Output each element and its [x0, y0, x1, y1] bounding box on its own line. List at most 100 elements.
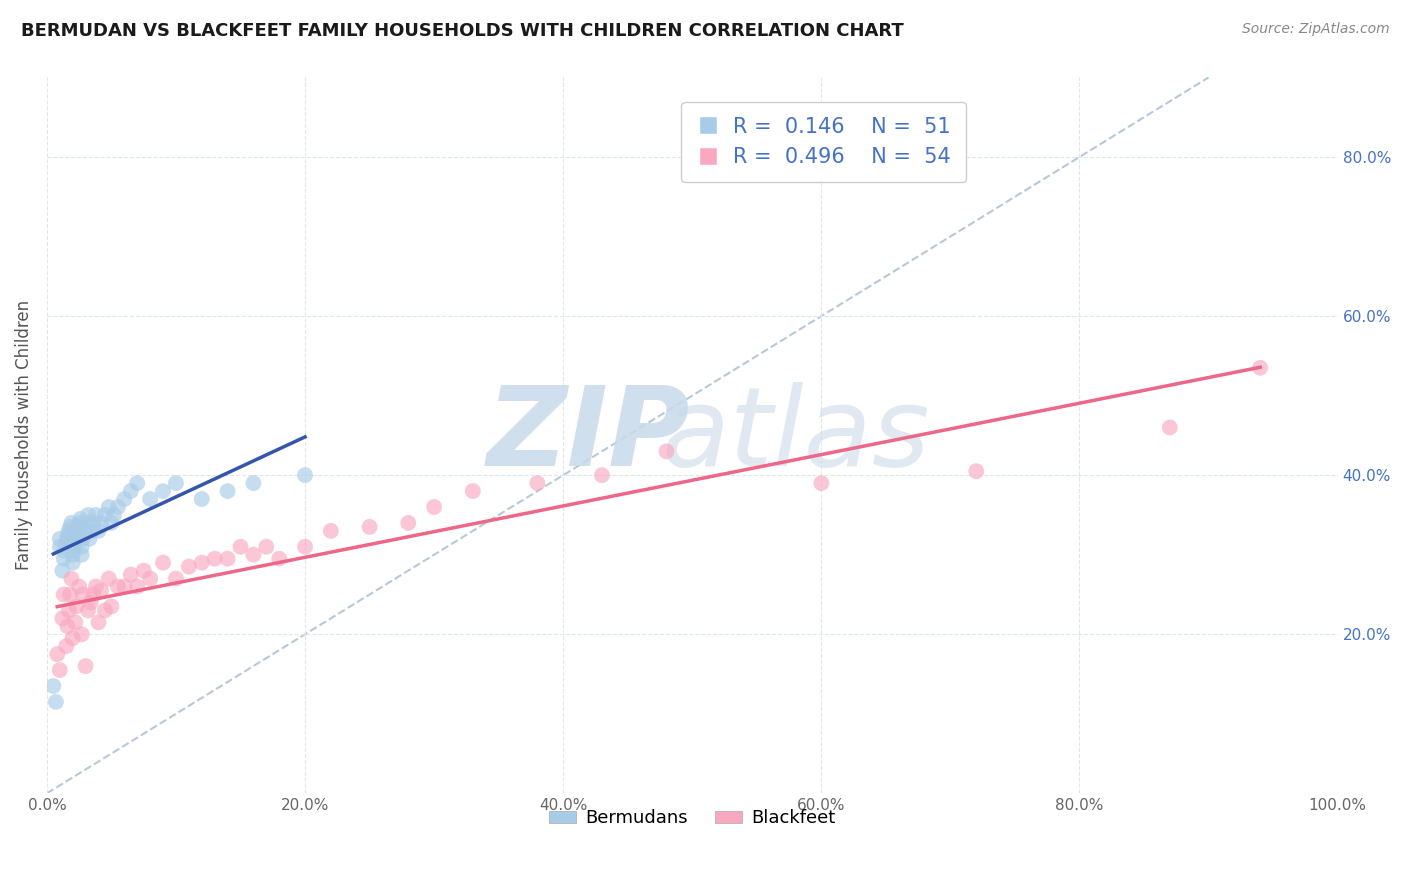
- Text: Source: ZipAtlas.com: Source: ZipAtlas.com: [1241, 22, 1389, 37]
- Point: [269, 551, 291, 566]
- Point: [294, 468, 316, 483]
- Point: [139, 572, 162, 586]
- Point: [90, 583, 112, 598]
- Point: [62, 632, 84, 646]
- Point: [810, 476, 832, 491]
- Point: [112, 580, 135, 594]
- Point: [423, 500, 446, 514]
- Point: [67, 516, 90, 530]
- Point: [63, 543, 86, 558]
- Point: [45, 695, 67, 709]
- Point: [526, 476, 548, 491]
- Point: [59, 587, 82, 601]
- Point: [965, 464, 987, 478]
- Point: [80, 524, 103, 538]
- Text: atlas: atlas: [661, 382, 929, 489]
- Point: [591, 468, 613, 483]
- Point: [58, 603, 80, 617]
- Point: [72, 532, 94, 546]
- Point: [254, 540, 277, 554]
- Point: [84, 580, 107, 594]
- Point: [100, 599, 122, 614]
- Point: [87, 615, 110, 630]
- Point: [242, 476, 264, 491]
- Point: [56, 619, 79, 633]
- Point: [242, 548, 264, 562]
- Point: [67, 580, 90, 594]
- Point: [120, 567, 142, 582]
- Point: [461, 484, 484, 499]
- Point: [94, 603, 117, 617]
- Point: [396, 516, 419, 530]
- Point: [65, 615, 87, 630]
- Point: [75, 659, 97, 673]
- Point: [217, 551, 239, 566]
- Point: [46, 647, 69, 661]
- Point: [165, 476, 187, 491]
- Point: [62, 548, 84, 562]
- Point: [65, 524, 87, 538]
- Point: [217, 484, 239, 499]
- Point: [80, 595, 103, 609]
- Point: [49, 663, 72, 677]
- Point: [65, 532, 87, 546]
- Point: [97, 572, 120, 586]
- Point: [58, 524, 80, 538]
- Point: [70, 627, 93, 641]
- Point: [66, 520, 89, 534]
- Point: [51, 611, 73, 625]
- Point: [359, 520, 381, 534]
- Point: [65, 528, 87, 542]
- Point: [97, 500, 120, 514]
- Point: [165, 572, 187, 586]
- Point: [59, 520, 82, 534]
- Point: [229, 540, 252, 554]
- Point: [42, 679, 65, 693]
- Point: [62, 556, 84, 570]
- Point: [87, 524, 110, 538]
- Point: [55, 639, 77, 653]
- Point: [139, 491, 162, 506]
- Point: [94, 508, 117, 522]
- Point: [107, 500, 129, 514]
- Point: [191, 491, 214, 506]
- Point: [204, 551, 226, 566]
- Point: [70, 540, 93, 554]
- Point: [103, 508, 125, 522]
- Point: [152, 484, 174, 499]
- Point: [69, 512, 91, 526]
- Point: [90, 516, 112, 530]
- Point: [55, 535, 77, 549]
- Legend: Bermudans, Blackfeet: Bermudans, Blackfeet: [541, 802, 842, 834]
- Point: [152, 556, 174, 570]
- Text: BERMUDAN VS BLACKFEET FAMILY HOUSEHOLDS WITH CHILDREN CORRELATION CHART: BERMUDAN VS BLACKFEET FAMILY HOUSEHOLDS …: [21, 22, 904, 40]
- Point: [191, 556, 214, 570]
- Point: [107, 580, 129, 594]
- Point: [63, 540, 86, 554]
- Point: [60, 516, 83, 530]
- Point: [82, 587, 104, 601]
- Point: [77, 603, 100, 617]
- Point: [132, 564, 155, 578]
- Point: [82, 516, 104, 530]
- Y-axis label: Family Households with Children: Family Households with Children: [15, 301, 32, 571]
- Point: [65, 535, 87, 549]
- Point: [56, 528, 79, 542]
- Point: [655, 444, 678, 458]
- Point: [177, 559, 200, 574]
- Point: [127, 580, 149, 594]
- Point: [120, 484, 142, 499]
- Point: [49, 532, 72, 546]
- Point: [52, 551, 75, 566]
- Point: [65, 599, 87, 614]
- Point: [70, 548, 93, 562]
- Point: [1159, 420, 1181, 434]
- Point: [52, 543, 75, 558]
- Point: [75, 516, 97, 530]
- Point: [1249, 360, 1271, 375]
- Point: [294, 540, 316, 554]
- Point: [56, 532, 79, 546]
- Point: [84, 508, 107, 522]
- Point: [75, 524, 97, 538]
- Text: ZIP: ZIP: [488, 382, 690, 489]
